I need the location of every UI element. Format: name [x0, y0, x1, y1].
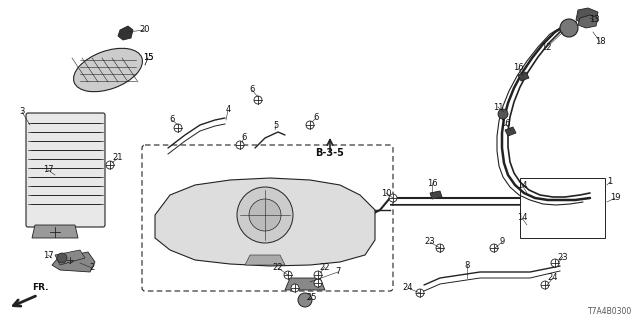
Text: 10: 10 [381, 188, 391, 197]
Text: 23: 23 [557, 252, 568, 261]
Text: 18: 18 [595, 37, 605, 46]
Text: 19: 19 [610, 194, 620, 203]
Polygon shape [155, 178, 375, 266]
Circle shape [236, 141, 244, 149]
Circle shape [389, 194, 397, 202]
Circle shape [57, 253, 67, 263]
Text: 2: 2 [90, 263, 95, 273]
Text: 25: 25 [307, 293, 317, 302]
Circle shape [306, 121, 314, 129]
Text: 24: 24 [403, 284, 413, 292]
FancyBboxPatch shape [26, 113, 105, 227]
Circle shape [67, 257, 73, 263]
Text: 14: 14 [516, 180, 527, 189]
Circle shape [416, 289, 424, 297]
Text: B-3-5: B-3-5 [316, 148, 344, 158]
Text: 11: 11 [493, 102, 503, 111]
Polygon shape [285, 278, 325, 290]
Text: 20: 20 [140, 26, 150, 35]
Text: 6: 6 [170, 116, 175, 124]
Circle shape [298, 293, 312, 307]
Circle shape [249, 199, 281, 231]
Circle shape [174, 124, 182, 132]
Circle shape [254, 96, 262, 104]
Polygon shape [518, 72, 529, 81]
Polygon shape [505, 127, 516, 136]
Polygon shape [52, 252, 95, 272]
Circle shape [291, 284, 299, 292]
Text: 5: 5 [273, 121, 278, 130]
Text: T7A4B0300: T7A4B0300 [588, 307, 632, 316]
Circle shape [490, 244, 498, 252]
Text: 6: 6 [314, 114, 319, 123]
Text: 9: 9 [499, 237, 504, 246]
Polygon shape [55, 250, 85, 265]
Polygon shape [430, 191, 442, 199]
Text: 14: 14 [516, 213, 527, 222]
Text: 12: 12 [541, 44, 551, 52]
Text: 21: 21 [113, 154, 124, 163]
Circle shape [560, 19, 578, 37]
Polygon shape [245, 255, 285, 265]
Ellipse shape [74, 48, 143, 92]
Circle shape [314, 271, 322, 279]
Text: 15: 15 [143, 53, 153, 62]
Polygon shape [576, 8, 598, 25]
Text: 17: 17 [43, 251, 53, 260]
Text: 15: 15 [143, 53, 153, 62]
Text: 6: 6 [241, 132, 246, 141]
Text: 13: 13 [589, 15, 599, 25]
Circle shape [50, 227, 60, 237]
Polygon shape [32, 225, 78, 238]
Text: 7: 7 [335, 268, 340, 276]
Polygon shape [118, 26, 133, 40]
Text: 8: 8 [464, 260, 470, 269]
Circle shape [237, 187, 293, 243]
Circle shape [436, 244, 444, 252]
Text: 22: 22 [320, 262, 330, 271]
Circle shape [106, 161, 114, 169]
Text: FR.: FR. [32, 283, 49, 292]
Circle shape [541, 281, 549, 289]
Text: 16: 16 [500, 119, 510, 129]
Text: 16: 16 [513, 63, 524, 73]
Text: 4: 4 [225, 106, 230, 115]
Text: 22: 22 [273, 263, 284, 273]
Circle shape [314, 279, 322, 287]
Text: 1: 1 [607, 178, 612, 187]
Text: 16: 16 [427, 179, 437, 188]
Text: 6: 6 [250, 85, 255, 94]
Text: 24: 24 [548, 274, 558, 283]
Bar [520, 178, 605, 238]
Text: 17: 17 [43, 165, 53, 174]
Circle shape [284, 271, 292, 279]
Polygon shape [578, 15, 598, 28]
Circle shape [551, 259, 559, 267]
Text: 3: 3 [19, 108, 25, 116]
Text: 23: 23 [425, 237, 435, 246]
Circle shape [498, 109, 508, 119]
